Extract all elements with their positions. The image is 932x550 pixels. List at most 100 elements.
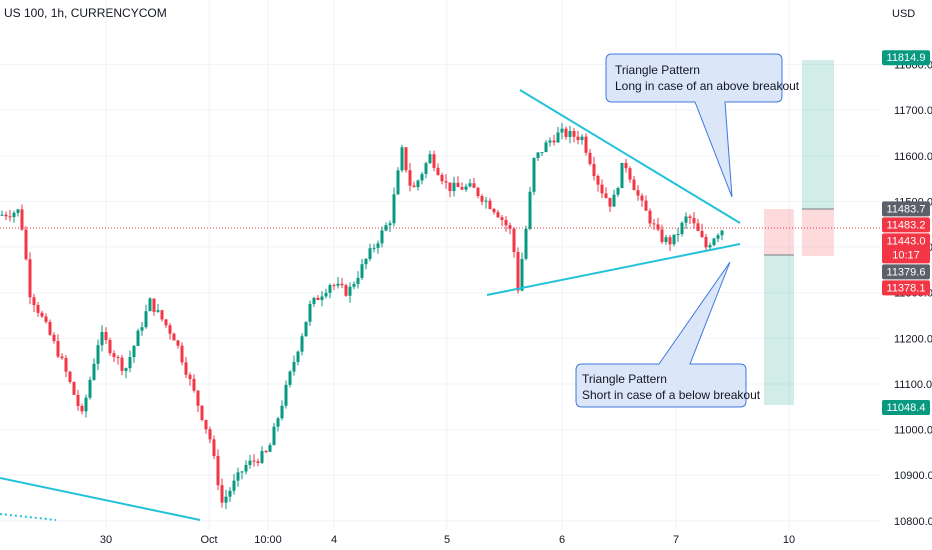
candle-body bbox=[592, 163, 596, 176]
candle-body bbox=[76, 394, 80, 407]
candle-body bbox=[256, 461, 260, 463]
candle-body bbox=[608, 197, 612, 207]
candle-body bbox=[372, 247, 376, 249]
candle-body bbox=[544, 142, 548, 153]
long-position-loss-zone bbox=[802, 209, 834, 256]
callout-long-title: Triangle Pattern bbox=[615, 63, 700, 77]
candle-body bbox=[504, 219, 508, 226]
candle-body bbox=[4, 214, 8, 217]
price-label-tag bbox=[882, 217, 930, 233]
candle-body bbox=[396, 170, 400, 195]
candle-body bbox=[684, 216, 688, 223]
candle-body bbox=[248, 460, 252, 465]
candle-body bbox=[488, 200, 492, 209]
candle-body bbox=[444, 181, 448, 183]
candle-body bbox=[648, 210, 652, 224]
price-label-value: 11814.9 bbox=[887, 52, 926, 64]
x-tick-label: Oct bbox=[200, 534, 217, 546]
candle-body bbox=[424, 163, 428, 174]
candle-body bbox=[168, 325, 172, 334]
candle-body bbox=[468, 183, 472, 187]
candle-body bbox=[388, 223, 392, 226]
candle-body bbox=[124, 368, 128, 371]
candle-body bbox=[220, 485, 224, 503]
candle-body bbox=[576, 136, 580, 141]
candle-body bbox=[176, 340, 180, 346]
candle-body bbox=[36, 305, 40, 313]
trendlines[interactable] bbox=[0, 89, 741, 521]
candle-body bbox=[460, 187, 464, 190]
candle-body bbox=[612, 194, 616, 207]
candle-body bbox=[556, 132, 560, 143]
candle-body bbox=[180, 345, 184, 363]
candle-body bbox=[564, 128, 568, 137]
candle-body bbox=[688, 216, 692, 219]
candle-body bbox=[304, 321, 308, 337]
candle-body bbox=[580, 136, 584, 141]
y-tick-label: 11200.0 bbox=[894, 333, 932, 345]
candle-body bbox=[284, 384, 288, 406]
short-position-loss-zone bbox=[764, 209, 794, 255]
candle-body bbox=[436, 167, 440, 175]
candle-body bbox=[272, 426, 276, 446]
candle-body bbox=[448, 182, 452, 192]
candle-body bbox=[216, 455, 220, 486]
candle-body bbox=[560, 128, 564, 133]
candle-body bbox=[412, 185, 416, 188]
candle-body bbox=[88, 379, 92, 398]
candle-body bbox=[196, 390, 200, 406]
triangle-lower-trendline bbox=[486, 243, 741, 296]
candle-body bbox=[364, 258, 368, 265]
candle-body bbox=[472, 183, 476, 188]
candle-body bbox=[712, 238, 716, 246]
candle-body bbox=[12, 212, 16, 218]
x-tick-label: 10:00 bbox=[254, 534, 282, 546]
candle-body bbox=[24, 229, 28, 260]
price-label-tag bbox=[882, 264, 930, 280]
candle-body bbox=[624, 162, 628, 169]
candle-body bbox=[620, 162, 624, 189]
candle-body bbox=[244, 464, 248, 472]
candle-body bbox=[328, 285, 332, 293]
candle-body bbox=[40, 312, 44, 317]
candle-body bbox=[596, 175, 600, 185]
price-label-value: 11379.6 bbox=[887, 266, 926, 278]
candle-body bbox=[112, 353, 116, 358]
candle-body bbox=[452, 182, 456, 192]
candle-body bbox=[480, 195, 484, 202]
candle-body bbox=[496, 212, 500, 218]
callout-short-title: Triangle Pattern bbox=[582, 372, 667, 386]
x-tick-label: 10 bbox=[783, 534, 795, 546]
candle-body bbox=[140, 327, 144, 331]
candle-body bbox=[708, 245, 712, 248]
candle-body bbox=[212, 439, 216, 456]
candle-body bbox=[584, 136, 588, 153]
candle-body bbox=[276, 418, 280, 427]
candle-body bbox=[288, 371, 292, 385]
candle-body bbox=[516, 251, 520, 291]
candle-body bbox=[252, 460, 256, 462]
callouts[interactable] bbox=[575, 53, 783, 408]
position-tools[interactable] bbox=[764, 60, 834, 405]
candle-body bbox=[680, 222, 684, 235]
candle-body bbox=[260, 451, 264, 463]
candle-body bbox=[160, 310, 164, 320]
candle-body bbox=[100, 331, 104, 346]
price-label-countdown: 10:17 bbox=[892, 249, 920, 261]
candle-body bbox=[376, 243, 380, 248]
y-tick-label: 11700.0 bbox=[894, 105, 932, 117]
time-axis[interactable]: 30 Oct 10:00 4 5 6 7 10 bbox=[100, 534, 795, 546]
candle-body bbox=[144, 311, 148, 328]
candle-body bbox=[404, 147, 408, 171]
candle-body bbox=[632, 179, 636, 191]
candle-body bbox=[316, 297, 320, 301]
candle-body bbox=[280, 405, 284, 419]
candle-body bbox=[64, 358, 68, 372]
candle-body bbox=[296, 351, 300, 362]
candle-body bbox=[184, 362, 188, 375]
candle-body bbox=[652, 223, 656, 225]
candle-body bbox=[644, 200, 648, 211]
candle-body bbox=[428, 154, 432, 164]
candle-body bbox=[548, 140, 552, 143]
